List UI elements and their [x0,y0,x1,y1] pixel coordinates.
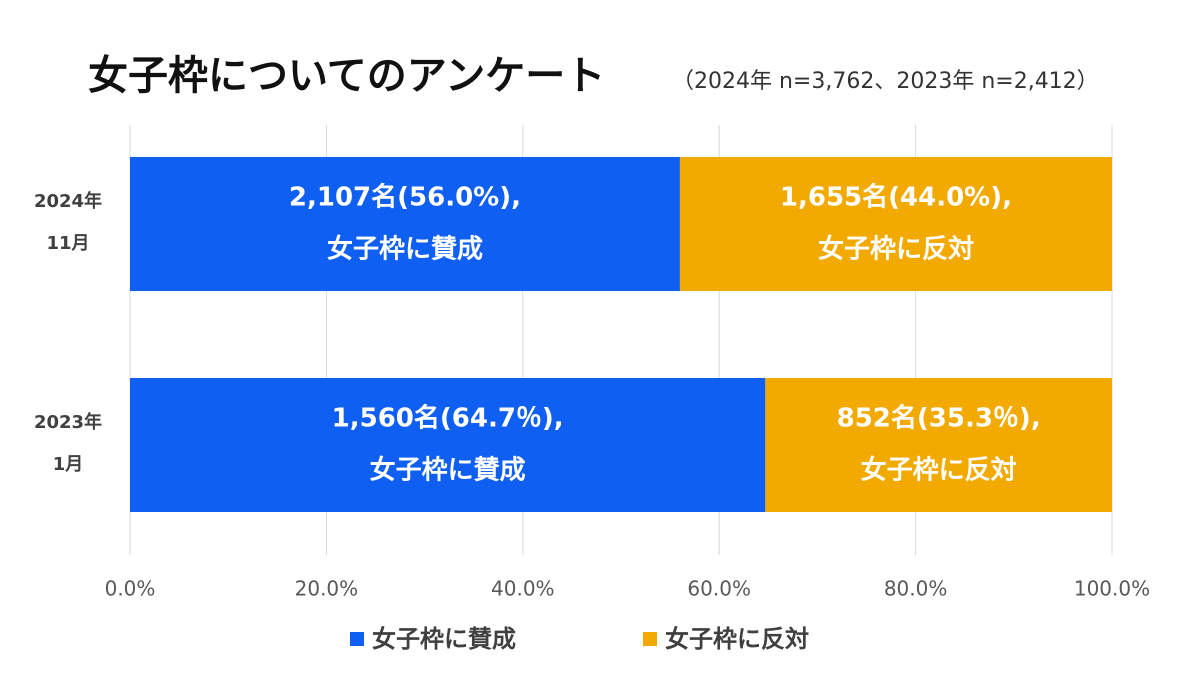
x-tick-label: 100.0% [1074,577,1150,601]
x-tick-label: 0.0% [105,577,156,601]
legend-label: 女子枠に反対 [665,625,809,653]
chart-title: 女子枠についてのアンケート [88,53,605,99]
data-label: 女子枠に賛成 [327,234,483,265]
legend-label: 女子枠に賛成 [372,625,516,653]
bar-segment [679,157,1112,291]
y-tick-label: 2023年 [34,411,102,433]
data-label: 1,655名(44.0%), [780,182,1012,213]
bar-segment [765,378,1112,512]
data-label: 2,107名(56.0%), [289,182,521,213]
data-label: 女子枠に反対 [818,234,974,265]
bar-segment [130,157,680,291]
legend-swatch [643,632,657,646]
y-tick-label: 2024年 [34,190,102,212]
data-label: 女子枠に賛成 [370,455,526,486]
x-tick-label: 60.0% [687,577,751,601]
x-tick-label: 20.0% [295,577,359,601]
chart-subtitle: （2024年 n=3,762、2023年 n=2,412） [672,69,1099,94]
y-tick-label: 11月 [46,233,89,254]
legend-swatch [350,632,364,646]
x-tick-label: 40.0% [491,577,555,601]
bar-segment [130,378,766,512]
data-label: 1,560名(64.7％), [332,403,564,434]
y-tick-label: 1月 [53,454,84,475]
x-tick-label: 80.0% [884,577,948,601]
data-label: 女子枠に反対 [861,455,1017,486]
data-label: 852名(35.3％), [837,403,1041,434]
